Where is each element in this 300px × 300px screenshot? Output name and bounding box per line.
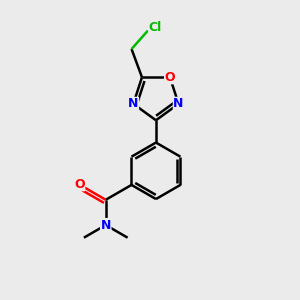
Text: O: O — [74, 178, 85, 191]
Text: Cl: Cl — [149, 20, 162, 34]
Text: N: N — [100, 218, 111, 232]
Text: N: N — [173, 97, 184, 110]
Text: O: O — [165, 71, 175, 84]
Text: N: N — [128, 97, 139, 110]
